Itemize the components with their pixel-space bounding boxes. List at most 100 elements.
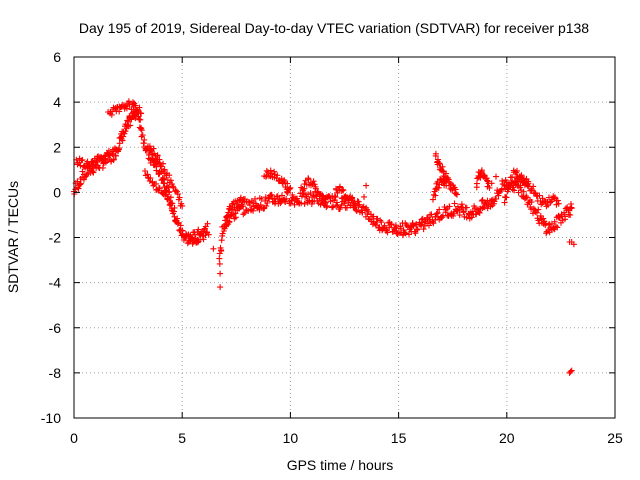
data-point (310, 178, 317, 185)
data-point (195, 226, 202, 233)
data-point (430, 220, 437, 227)
data-point (339, 186, 346, 193)
data-point (277, 200, 284, 207)
data-point (384, 229, 391, 236)
data-point (317, 201, 324, 208)
y-tick-label: 6 (53, 49, 61, 65)
y-tick-label: 2 (53, 139, 61, 155)
chart-title: Day 195 of 2019, Sidereal Day-to-day VTE… (79, 20, 589, 36)
data-point (125, 118, 132, 125)
data-point (425, 215, 431, 222)
data-point (142, 168, 148, 174)
data-point (473, 180, 480, 187)
data-point (536, 192, 543, 199)
data-point (179, 202, 186, 209)
data-point (112, 152, 119, 159)
data-point (150, 145, 157, 152)
data-point (503, 194, 510, 201)
data-point (136, 116, 143, 123)
data-point (136, 104, 143, 111)
data-point (436, 160, 443, 166)
data-point (226, 218, 233, 225)
data-point (498, 186, 505, 193)
data-point (271, 168, 278, 175)
data-point (317, 191, 324, 198)
data-point (119, 137, 126, 144)
data-point (443, 182, 450, 189)
data-point (266, 195, 272, 202)
data-point (168, 200, 175, 207)
data-point (533, 193, 540, 200)
data-point (352, 202, 359, 209)
data-point (501, 199, 508, 206)
data-point (286, 185, 293, 192)
data-point (205, 231, 212, 238)
data-point (388, 221, 395, 228)
data-point (89, 168, 96, 175)
data-point (343, 194, 350, 200)
data-point (511, 187, 518, 194)
data-point (407, 224, 414, 231)
data-point (499, 177, 506, 184)
data-point (132, 115, 139, 122)
data-point (122, 128, 129, 135)
data-point (331, 193, 338, 200)
data-point (446, 203, 453, 210)
y-axis-label: SDTVAR / TECUs (5, 181, 21, 293)
data-point (533, 209, 540, 216)
data-point (322, 199, 329, 206)
data-point (447, 211, 454, 218)
data-point (479, 196, 486, 203)
x-tick-label: 5 (178, 430, 186, 446)
x-tick-label: 10 (283, 430, 299, 446)
data-point (116, 145, 123, 152)
data-point (505, 186, 512, 193)
x-tick-label: 25 (607, 430, 623, 446)
data-point (551, 218, 558, 225)
data-point (167, 177, 174, 184)
data-point (264, 200, 271, 206)
data-point (570, 241, 577, 248)
data-point (468, 214, 475, 221)
data-point (568, 367, 575, 374)
data-point (344, 204, 350, 211)
data-point (311, 181, 318, 188)
data-point (454, 191, 460, 198)
data-point (77, 181, 83, 188)
data-point (174, 215, 181, 222)
data-point (102, 156, 109, 163)
data-point (528, 186, 535, 192)
data-point (493, 196, 500, 202)
data-point (426, 222, 432, 229)
data-point (167, 194, 174, 201)
data-point (146, 143, 153, 150)
data-point (153, 167, 160, 174)
data-point (387, 221, 394, 228)
x-tick-label: 15 (391, 430, 407, 446)
data-point (361, 193, 367, 200)
data-point (257, 201, 264, 208)
data-point (158, 163, 165, 170)
data-point (284, 180, 291, 187)
data-point (176, 194, 183, 201)
data-point (521, 179, 528, 186)
data-point (93, 159, 99, 165)
data-point (225, 209, 232, 216)
data-point (84, 171, 90, 178)
data-point (488, 180, 495, 187)
data-point (165, 193, 172, 200)
data-point (139, 132, 146, 139)
data-point (80, 176, 87, 183)
data-point (442, 178, 449, 185)
data-point (327, 198, 334, 205)
data-point (516, 173, 523, 180)
data-point (381, 222, 388, 229)
data-point (523, 193, 530, 200)
data-point (356, 201, 363, 208)
data-point (481, 172, 488, 179)
data-point (363, 182, 370, 189)
data-point (125, 98, 132, 105)
data-point (138, 133, 145, 140)
data-point (232, 214, 239, 221)
data-point (430, 191, 437, 198)
